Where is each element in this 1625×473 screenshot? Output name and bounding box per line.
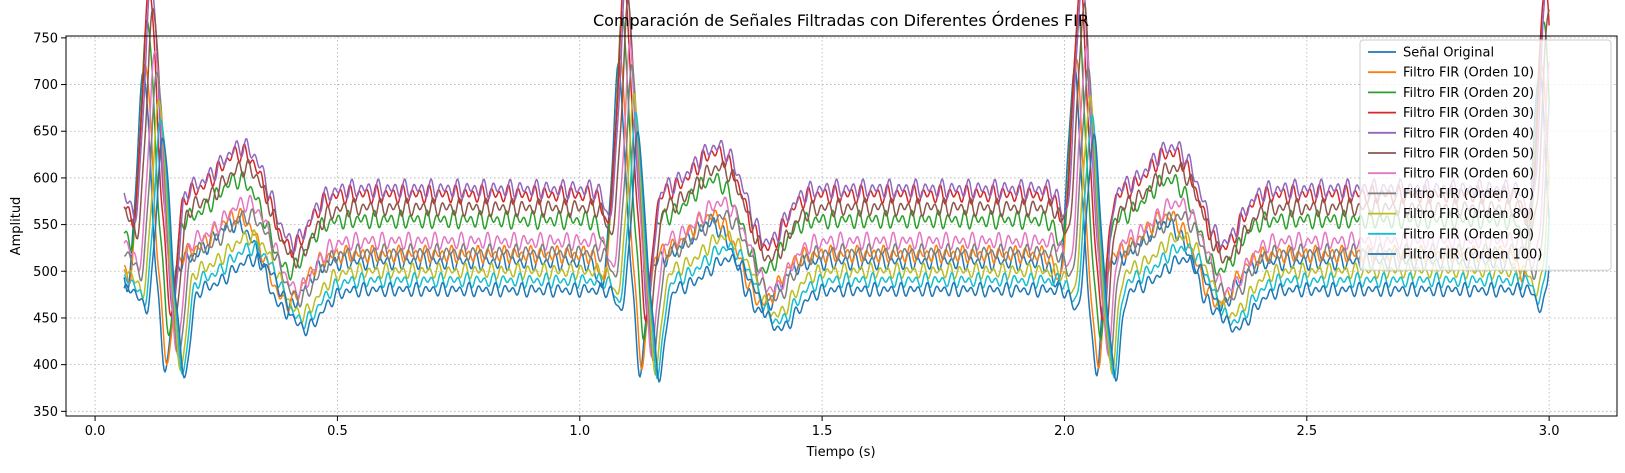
legend-box [1359, 39, 1612, 271]
x-tick-label: 1.5 [812, 424, 833, 439]
legend-label: Filtro FIR (Orden 100) [1403, 248, 1542, 263]
series-line-8 [123, 92, 1550, 376]
y-tick-label: 700 [33, 78, 58, 93]
x-tick-label: 3.0 [1539, 424, 1560, 439]
series-line-9 [123, 112, 1550, 380]
y-tick-label: 450 [33, 311, 58, 326]
chart-title: Comparación de Señales Filtradas con Dif… [593, 11, 1089, 30]
y-tick-label: 650 [33, 125, 58, 140]
y-tick-label: 600 [33, 171, 58, 186]
legend-label: Filtro FIR (Orden 70) [1403, 187, 1534, 202]
y-tick-label: 350 [33, 405, 58, 420]
legend-label: Filtro FIR (Orden 40) [1403, 126, 1534, 141]
y-tick-label: 550 [33, 218, 58, 233]
legend: Señal Original Filtro FIR (Orden 10) Filtr… [1359, 39, 1612, 271]
series-line-10 [123, 131, 1550, 383]
x-tick-label: 0.0 [85, 424, 106, 439]
x-tick-label: 2.5 [1296, 424, 1317, 439]
y-tick-label: 500 [33, 265, 58, 280]
y-axis-label: Amplitud [9, 197, 24, 256]
legend-label: Filtro FIR (Orden 30) [1403, 106, 1534, 121]
series-layer [123, 0, 1550, 383]
legend-label: Filtro FIR (Orden 60) [1403, 167, 1534, 182]
y-tick-label: 400 [33, 358, 58, 373]
legend-label: Filtro FIR (Orden 20) [1403, 86, 1534, 101]
series-line-3 [123, 0, 1550, 323]
x-tick-label: 2.0 [1054, 424, 1075, 439]
legend-label: Filtro FIR (Orden 50) [1403, 147, 1534, 162]
x-tick-label: 1.0 [569, 424, 590, 439]
x-axis-label: Tiempo (s) [805, 445, 875, 460]
plot-frame [65, 35, 1618, 417]
series-line-4 [123, 0, 1546, 317]
ticks: 0.0 0.5 1.0 1.5 2.0 2.5 3.0 350 400 450 500 550 600 6… [33, 31, 1559, 439]
series-line-2 [123, 11, 1550, 342]
x-tick-label: 0.5 [327, 424, 348, 439]
legend-label: Filtro FIR (Orden 80) [1403, 207, 1534, 222]
y-tick-label: 750 [33, 31, 58, 46]
series-line-5 [123, 0, 1550, 330]
legend-label: Filtro FIR (Orden 90) [1403, 227, 1534, 242]
legend-label: Señal Original [1403, 46, 1494, 61]
series-line-7 [124, 64, 1550, 363]
series-line-6 [123, 42, 1550, 358]
legend-label: Filtro FIR (Orden 10) [1403, 66, 1534, 81]
